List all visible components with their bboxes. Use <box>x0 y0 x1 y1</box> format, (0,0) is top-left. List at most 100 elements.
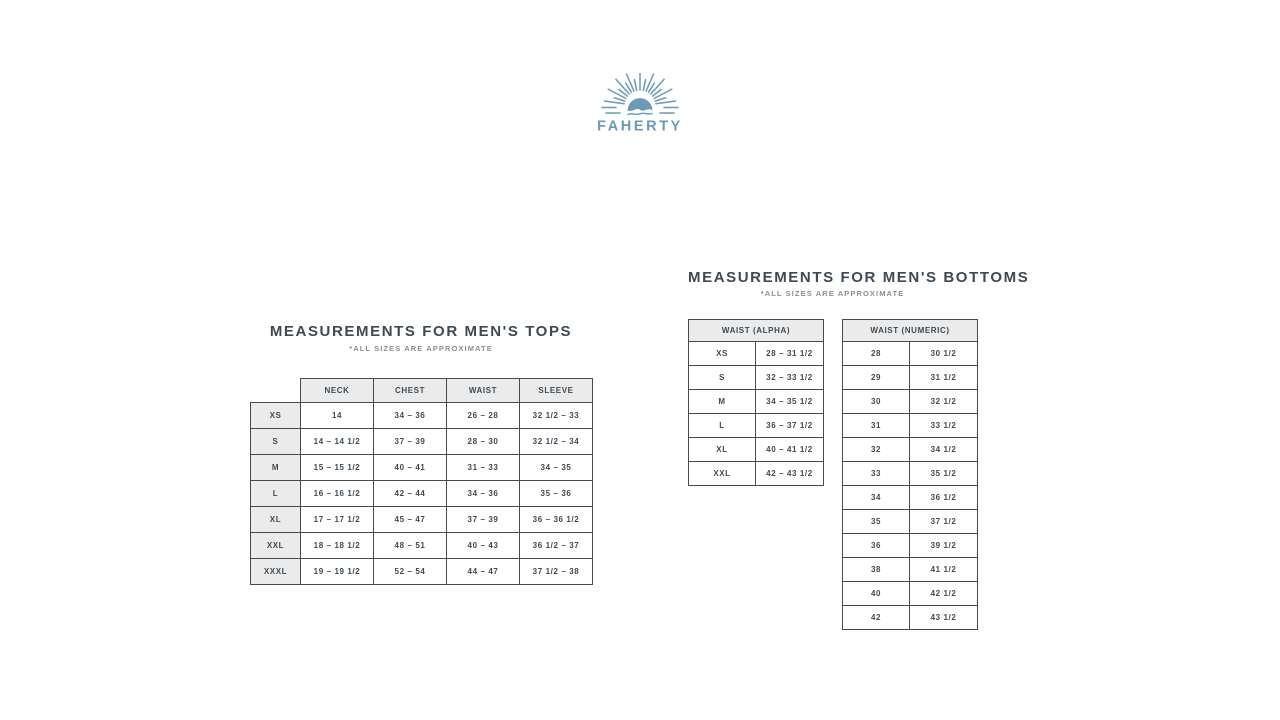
table-row: XXL 18 – 18 1/2 48 – 51 40 – 43 36 1/2 –… <box>250 532 593 559</box>
table-row: 28 30 1/2 <box>842 341 978 366</box>
brand-wordmark: FAHERTY <box>597 119 683 135</box>
size-label-cell: XS <box>688 341 756 366</box>
sleeve-cell: 37 1/2 – 38 <box>519 558 593 585</box>
sleeve-cell: 36 1/2 – 37 <box>519 532 593 559</box>
measure-cell: 36 1/2 <box>909 485 978 510</box>
waist-size-cell: 29 <box>842 365 910 390</box>
sleeve-cell: 34 – 35 <box>519 454 593 481</box>
sleeve-cell: 32 1/2 – 34 <box>519 428 593 455</box>
size-label-cell: M <box>688 389 756 414</box>
table-row: L 16 – 16 1/2 42 – 44 34 – 36 35 – 36 <box>250 480 593 507</box>
chest-cell: 40 – 41 <box>373 454 447 481</box>
measure-cell: 41 1/2 <box>909 557 978 582</box>
sleeve-cell: 35 – 36 <box>519 480 593 507</box>
size-label-cell: L <box>688 413 756 438</box>
measure-cell: 35 1/2 <box>909 461 978 486</box>
sleeve-cell: 36 – 36 1/2 <box>519 506 593 533</box>
waist-cell: 44 – 47 <box>446 558 520 585</box>
table-row: XXL 42 – 43 1/2 <box>688 461 824 486</box>
table-row: M 34 – 35 1/2 <box>688 389 824 414</box>
waist-size-cell: 33 <box>842 461 910 486</box>
tops-header-row: NECK CHEST WAIST SLEEVE <box>250 378 593 403</box>
size-label-cell: XL <box>688 437 756 462</box>
measure-cell: 33 1/2 <box>909 413 978 438</box>
table-row: 32 34 1/2 <box>842 437 978 462</box>
table-row: XL 17 – 17 1/2 45 – 47 37 – 39 36 – 36 1… <box>250 506 593 533</box>
numeric-header-row: WAIST (NUMERIC) <box>842 319 978 342</box>
table-row: XXXL 19 – 19 1/2 52 – 54 44 – 47 37 1/2 … <box>250 558 593 585</box>
measure-cell: 34 1/2 <box>909 437 978 462</box>
table-row: 38 41 1/2 <box>842 557 978 582</box>
waist-size-cell: 31 <box>842 413 910 438</box>
table-row: S 14 – 14 1/2 37 – 39 28 – 30 32 1/2 – 3… <box>250 428 593 455</box>
mens-tops-table: NECK CHEST WAIST SLEEVE XS 14 34 – 36 26… <box>250 378 593 585</box>
measure-cell: 32 1/2 <box>909 389 978 414</box>
neck-cell: 17 – 17 1/2 <box>300 506 374 533</box>
table-row: XL 40 – 41 1/2 <box>688 437 824 462</box>
size-label-cell: S <box>688 365 756 390</box>
waist-size-cell: 34 <box>842 485 910 510</box>
range-cell: 42 – 43 1/2 <box>755 461 824 486</box>
waist-cell: 31 – 33 <box>446 454 520 481</box>
measure-cell: 39 1/2 <box>909 533 978 558</box>
table-row: XS 28 – 31 1/2 <box>688 341 824 366</box>
faherty-logo: FAHERTY <box>594 72 686 135</box>
neck-cell: 14 <box>300 402 374 429</box>
size-label-cell: XXL <box>688 461 756 486</box>
size-label-cell: S <box>250 428 301 455</box>
waist-cell: 26 – 28 <box>446 402 520 429</box>
tops-section-title: MEASUREMENTS FOR MEN'S TOPS <box>269 323 573 340</box>
neck-cell: 18 – 18 1/2 <box>300 532 374 559</box>
chest-cell: 48 – 51 <box>373 532 447 559</box>
chest-cell: 42 – 44 <box>373 480 447 507</box>
waist-cell: 28 – 30 <box>446 428 520 455</box>
range-cell: 32 – 33 1/2 <box>755 365 824 390</box>
table-row: 35 37 1/2 <box>842 509 978 534</box>
size-label-cell: XXXL <box>250 558 301 585</box>
range-cell: 28 – 31 1/2 <box>755 341 824 366</box>
chest-cell: 37 – 39 <box>373 428 447 455</box>
waist-size-cell: 40 <box>842 581 910 606</box>
waist-size-cell: 30 <box>842 389 910 414</box>
bottoms-section-title: MEASUREMENTS FOR MEN'S BOTTOMS <box>688 269 1030 286</box>
waist-size-cell: 36 <box>842 533 910 558</box>
chest-cell: 52 – 54 <box>373 558 447 585</box>
table-row: M 15 – 15 1/2 40 – 41 31 – 33 34 – 35 <box>250 454 593 481</box>
size-label-cell: XXL <box>250 532 301 559</box>
table-row: 30 32 1/2 <box>842 389 978 414</box>
table-row: 34 36 1/2 <box>842 485 978 510</box>
waist-size-cell: 35 <box>842 509 910 534</box>
numeric-table-header: WAIST (NUMERIC) <box>842 319 978 342</box>
size-label-cell: XL <box>250 506 301 533</box>
size-label-cell: XS <box>250 402 301 429</box>
waist-size-cell: 32 <box>842 437 910 462</box>
column-header-chest: CHEST <box>373 378 447 403</box>
table-row: 31 33 1/2 <box>842 413 978 438</box>
waist-size-cell: 42 <box>842 605 910 630</box>
neck-cell: 14 – 14 1/2 <box>300 428 374 455</box>
table-row: XS 14 34 – 36 26 – 28 32 1/2 – 33 <box>250 402 593 429</box>
column-header-neck: NECK <box>300 378 374 403</box>
neck-cell: 19 – 19 1/2 <box>300 558 374 585</box>
waist-alpha-table: WAIST (ALPHA) XS 28 – 31 1/2 S 32 – 33 1… <box>688 319 824 486</box>
neck-cell: 15 – 15 1/2 <box>300 454 374 481</box>
chest-cell: 34 – 36 <box>373 402 447 429</box>
waist-size-cell: 38 <box>842 557 910 582</box>
table-row: S 32 – 33 1/2 <box>688 365 824 390</box>
waist-numeric-table: WAIST (NUMERIC) 28 30 1/2 29 31 1/2 30 3… <box>842 319 978 630</box>
size-label-cell: M <box>250 454 301 481</box>
measure-cell: 37 1/2 <box>909 509 978 534</box>
column-header-sleeve: SLEEVE <box>519 378 593 403</box>
sun-over-waves-icon: FAHERTY <box>597 72 683 135</box>
table-row: 33 35 1/2 <box>842 461 978 486</box>
measure-cell: 42 1/2 <box>909 581 978 606</box>
measure-cell: 30 1/2 <box>909 341 978 366</box>
alpha-table-header: WAIST (ALPHA) <box>688 319 824 342</box>
alpha-header-row: WAIST (ALPHA) <box>688 319 824 342</box>
range-cell: 34 – 35 1/2 <box>755 389 824 414</box>
tops-section-subtitle: *ALL SIZES ARE APPROXIMATE <box>349 344 493 353</box>
waist-cell: 37 – 39 <box>446 506 520 533</box>
range-cell: 40 – 41 1/2 <box>755 437 824 462</box>
chest-cell: 45 – 47 <box>373 506 447 533</box>
sleeve-cell: 32 1/2 – 33 <box>519 402 593 429</box>
